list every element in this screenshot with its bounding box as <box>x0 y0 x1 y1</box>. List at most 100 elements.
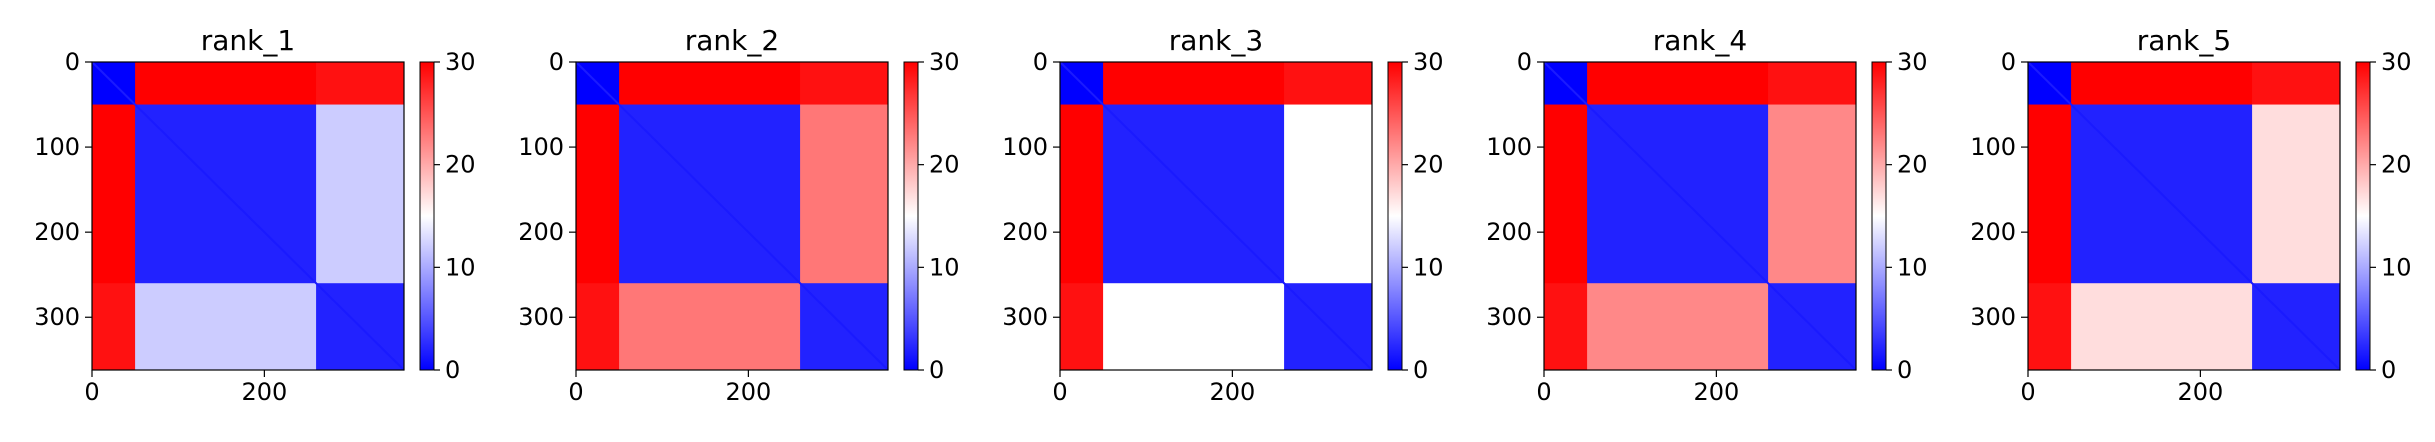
x-tick-label: 200 <box>2177 378 2223 406</box>
axes-frame <box>91 61 405 371</box>
heatmap-image <box>576 62 889 371</box>
heatmap-block <box>135 283 317 371</box>
heatmap-block <box>92 104 136 284</box>
chart-title: rank_5 <box>2137 24 2231 57</box>
y-tick-label: 300 <box>34 303 80 331</box>
y-tick-label: 200 <box>518 218 564 246</box>
heatmap-block <box>92 283 136 371</box>
colorbar-tick-label: 0 <box>1897 356 1912 384</box>
colorbar-tick-label: 0 <box>1413 356 1428 384</box>
chart-title: rank_2 <box>685 24 779 57</box>
colorbar-tick-label: 20 <box>445 151 476 179</box>
colorbar-tick-label: 10 <box>1897 253 1928 281</box>
colorbar-tick-label: 10 <box>1413 253 1444 281</box>
heatmap-block <box>1103 283 1285 371</box>
colorbar-tick-label: 20 <box>1413 151 1444 179</box>
colorbar-tick-label: 20 <box>1897 151 1928 179</box>
colorbar <box>1871 61 1887 371</box>
colorbar <box>1387 61 1403 371</box>
heatmap-block <box>135 62 317 106</box>
y-tick-label: 300 <box>1002 303 1048 331</box>
heatmap-block <box>1284 104 1373 284</box>
heatmap-diagonal <box>91 61 405 371</box>
heatmap-block <box>2252 62 2341 106</box>
colorbar-tick-label: 30 <box>2381 48 2412 76</box>
heatmap-block <box>576 104 620 284</box>
y-tick-label: 0 <box>1517 48 1532 76</box>
y-tick-label: 200 <box>1970 218 2016 246</box>
x-tick-label: 0 <box>568 378 583 406</box>
heatmap-diagonal <box>575 61 889 371</box>
x-tick-label: 0 <box>1052 378 1067 406</box>
colorbar-tick-label: 0 <box>445 356 460 384</box>
chart-title: rank_4 <box>1653 24 1747 57</box>
heatmap-panel-1: rank_1 0 200 0 100 200 300 0 10 20 30 <box>34 24 475 406</box>
chart-title: rank_1 <box>201 24 295 57</box>
heatmap-block <box>1103 62 1285 106</box>
colorbar-tick-label: 0 <box>2381 356 2396 384</box>
x-tick-label: 200 <box>1209 378 1255 406</box>
heatmap-block <box>800 104 889 284</box>
heatmap-diagonal <box>2027 61 2341 371</box>
axes-frame <box>1059 61 1373 371</box>
y-tick-label: 200 <box>1486 218 1532 246</box>
y-tick-label: 0 <box>65 48 80 76</box>
colorbar-tick-label: 20 <box>929 151 960 179</box>
heatmap-block <box>1544 283 1588 371</box>
y-tick-label: 100 <box>1002 133 1048 161</box>
heatmap-block <box>1060 283 1104 371</box>
heatmap-panel-4: rank_4 0 200 0 100 200 300 0 10 20 30 <box>1486 24 1927 406</box>
heatmap-panel-2: rank_2 0 200 0 100 200 300 0 10 20 30 <box>518 24 959 406</box>
x-tick-label: 0 <box>2020 378 2035 406</box>
heatmap-block <box>1284 62 1373 106</box>
colorbar-tick-label: 30 <box>929 48 960 76</box>
colorbar <box>903 61 919 371</box>
y-tick-label: 0 <box>549 48 564 76</box>
axes-frame <box>2027 61 2341 371</box>
heatmap-block <box>1060 104 1104 284</box>
heatmap-block <box>2071 283 2253 371</box>
colorbar-tick-label: 10 <box>2381 253 2412 281</box>
heatmap-block <box>576 283 620 371</box>
heatmap-diagonal <box>1059 61 1373 371</box>
heatmap-block <box>1587 283 1769 371</box>
y-tick-label: 0 <box>2001 48 2016 76</box>
y-tick-label: 200 <box>1002 218 1048 246</box>
y-tick-label: 100 <box>1970 133 2016 161</box>
heatmap-block <box>1768 104 1857 284</box>
colorbar <box>2355 61 2371 371</box>
heatmap-block <box>1544 104 1588 284</box>
colorbar-tick-label: 0 <box>929 356 944 384</box>
y-tick-label: 200 <box>34 218 80 246</box>
y-tick-label: 300 <box>1486 303 1532 331</box>
x-tick-label: 0 <box>1536 378 1551 406</box>
heatmap-block <box>619 62 801 106</box>
x-tick-label: 200 <box>725 378 771 406</box>
axes-frame <box>1543 61 1857 371</box>
heatmap-block <box>2071 62 2253 106</box>
heatmap-block <box>1768 62 1857 106</box>
heatmap-block <box>619 283 801 371</box>
colorbar-tick-label: 30 <box>1897 48 1928 76</box>
x-tick-label: 200 <box>1693 378 1739 406</box>
colorbar-tick-label: 20 <box>2381 151 2412 179</box>
axes-frame <box>575 61 889 371</box>
heatmap-block <box>800 62 889 106</box>
y-tick-label: 300 <box>1970 303 2016 331</box>
y-tick-label: 100 <box>518 133 564 161</box>
colorbar-tick-label: 10 <box>929 253 960 281</box>
heatmap-diagonal <box>1543 61 1857 371</box>
y-tick-label: 100 <box>34 133 80 161</box>
heatmap-block <box>2028 283 2072 371</box>
heatmap-panel-5: rank_5 0 200 0 100 200 300 0 10 20 30 <box>1970 24 2411 406</box>
heatmap-panel-3: rank_3 0 200 0 100 200 300 0 10 20 30 <box>1002 24 1443 406</box>
y-tick-label: 300 <box>518 303 564 331</box>
x-tick-label: 0 <box>84 378 99 406</box>
chart-title: rank_3 <box>1169 24 1263 57</box>
colorbar <box>419 61 435 371</box>
colorbar-tick-label: 30 <box>1413 48 1444 76</box>
heatmap-block <box>1587 62 1769 106</box>
colorbar-tick-label: 10 <box>445 253 476 281</box>
